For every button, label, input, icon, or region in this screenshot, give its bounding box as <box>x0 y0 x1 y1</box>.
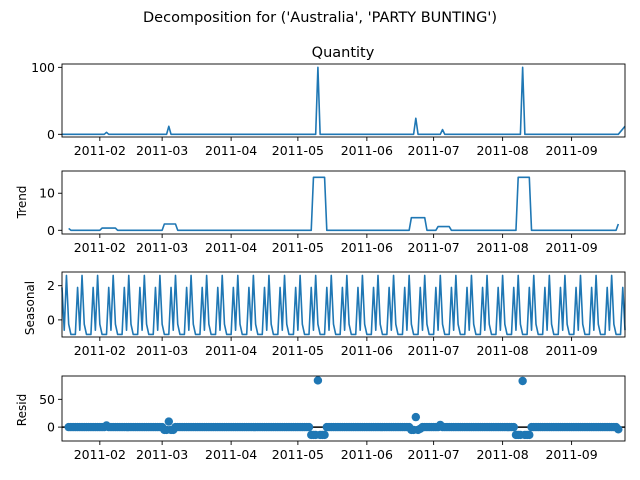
trend-xtick-label: 2011-02 <box>74 240 126 255</box>
resid-point <box>304 422 314 432</box>
observed-xtick-label: 2011-09 <box>545 143 597 158</box>
seasonal-xtick-label: 2011-07 <box>408 343 460 358</box>
seasonal-axes-frame <box>61 271 626 338</box>
observed-panel: Quantity 0 100 2011-02 2011-03 2011-04 2011-0… <box>31 45 626 158</box>
trend-xtick-label: 2011-05 <box>272 240 324 255</box>
trend-xtick-label: 2011-06 <box>341 240 393 255</box>
resid-point <box>518 376 527 386</box>
resid-ylabel: Resid <box>15 394 29 426</box>
trend-ylabel: Trend <box>15 186 29 220</box>
seasonal-xtick-label: 2011-08 <box>476 343 528 358</box>
resid-ytick-label: 0 <box>47 420 55 435</box>
seasonal-xtick-label: 2011-09 <box>545 343 597 358</box>
observed-xtick-label: 2011-06 <box>341 143 393 158</box>
resid-xtick-label: 2011-09 <box>545 447 597 462</box>
observed-xtick-label: 2011-05 <box>272 143 324 158</box>
resid-xtick-label: 2011-05 <box>272 447 324 462</box>
seasonal-ytick-label: 2 <box>47 278 55 293</box>
resid-xtick-label: 2011-02 <box>74 447 126 462</box>
seasonal-xtick-label: 2011-03 <box>136 343 188 358</box>
seasonal-xtick-label: 2011-04 <box>205 343 257 358</box>
resid-point <box>320 430 329 440</box>
trend-axes-frame <box>61 170 626 235</box>
trend-xtick-label: 2011-09 <box>545 240 597 255</box>
seasonal-panel: Seasonal 0 2 2011-02 2011-03 2011-04 2011-05 2… <box>23 271 626 358</box>
seasonal-series-line <box>61 274 626 336</box>
resid-point <box>411 412 421 422</box>
resid-xtick-label: 2011-06 <box>341 447 393 462</box>
trend-series-line <box>68 176 620 232</box>
resid-point <box>164 417 174 426</box>
resid-ytick-label: 50 <box>39 392 55 407</box>
resid-point <box>509 422 518 432</box>
observed-axes-frame <box>61 63 626 138</box>
trend-xtick-label: 2011-07 <box>408 240 460 255</box>
resid-point <box>525 430 534 440</box>
observed-ytick-label: 100 <box>31 60 55 75</box>
figure-suptitle: Decomposition for ('Australia', 'PARTY B… <box>143 10 497 26</box>
observed-xtick-label: 2011-07 <box>408 143 460 158</box>
observed-xtick-label: 2011-02 <box>74 143 126 158</box>
observed-series-line <box>62 66 626 136</box>
trend-ytick-label: 0 <box>47 223 55 238</box>
resid-point <box>313 376 323 385</box>
observed-title: Quantity <box>312 45 375 61</box>
trend-panel: Trend 0 10 2011-02 2011-03 2011-04 2011-05 201… <box>15 170 626 255</box>
observed-xtick-label: 2011-08 <box>476 143 528 158</box>
trend-xtick-label: 2011-03 <box>136 240 188 255</box>
resid-axes-frame <box>61 375 626 442</box>
resid-xtick-label: 2011-04 <box>205 447 257 462</box>
resid-xtick-label: 2011-03 <box>136 447 188 462</box>
seasonal-ytick-label: 0 <box>47 312 55 327</box>
resid-point <box>614 425 623 434</box>
trend-xtick-label: 2011-04 <box>205 240 257 255</box>
seasonal-xtick-label: 2011-05 <box>272 343 324 358</box>
seasonal-xtick-label: 2011-06 <box>341 343 393 358</box>
resid-xtick-label: 2011-07 <box>408 447 460 462</box>
seasonal-xtick-label: 2011-02 <box>74 343 126 358</box>
observed-xtick-label: 2011-03 <box>136 143 188 158</box>
resid-panel: Resid 0 50 2011-02 2011-03 2011-04 2011-05 201… <box>15 375 626 462</box>
resid-xtick-label: 2011-08 <box>476 447 528 462</box>
trend-xtick-label: 2011-08 <box>476 240 528 255</box>
seasonal-ylabel: Seasonal <box>23 281 37 335</box>
trend-ytick-label: 10 <box>39 186 55 201</box>
observed-xtick-label: 2011-04 <box>205 143 257 158</box>
observed-ytick-label: 0 <box>47 127 55 142</box>
